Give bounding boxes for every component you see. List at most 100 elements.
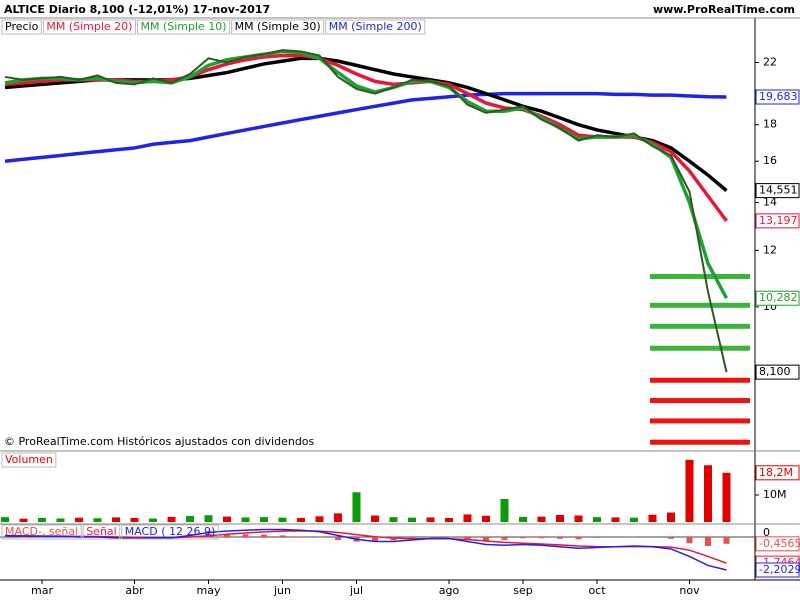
histogram-bar xyxy=(261,535,267,537)
histogram-bar xyxy=(687,537,693,543)
volume-bar xyxy=(205,515,213,522)
histogram-bar xyxy=(594,537,600,538)
volume-bar xyxy=(408,518,416,522)
histogram-bar xyxy=(483,537,489,540)
volume-bar xyxy=(445,518,453,522)
end-label: 13,197 xyxy=(759,214,798,227)
x-tick-label: may xyxy=(197,584,221,597)
volume-bar xyxy=(1,517,9,522)
y-tick-label: 18 xyxy=(763,118,777,131)
volume-bar xyxy=(704,465,712,522)
volume-bar xyxy=(649,515,657,522)
volume-bar xyxy=(38,518,46,522)
volume-bar xyxy=(75,518,83,522)
x-tick-label: jul xyxy=(349,584,363,597)
histogram-bar xyxy=(724,537,730,544)
end-label: -0,4565 xyxy=(759,537,800,550)
histogram-bar xyxy=(243,534,249,537)
volume-bar xyxy=(686,460,694,522)
volume-bar xyxy=(131,518,139,522)
histogram-bar xyxy=(298,536,304,537)
y-tick-label: 10M xyxy=(763,488,787,501)
x-tick-label: jun xyxy=(273,584,291,597)
volume-bar xyxy=(186,516,194,522)
legend-entry: Señal xyxy=(86,525,117,538)
level-line xyxy=(650,440,750,445)
end-label: -2,2029 xyxy=(759,563,800,576)
volume-bar xyxy=(723,473,731,522)
volume-bar xyxy=(390,517,398,522)
histogram-bar xyxy=(520,537,526,538)
volume-bar xyxy=(94,518,102,522)
level-line xyxy=(650,398,750,403)
histogram-bar xyxy=(335,537,341,540)
legend-entry: MM (Simple 10) xyxy=(140,20,226,33)
level-line xyxy=(650,303,750,308)
histogram-bar xyxy=(557,537,563,539)
histogram-bar xyxy=(539,537,545,538)
volume-bar xyxy=(168,517,176,522)
volume-bar xyxy=(519,517,527,522)
volume-bar xyxy=(334,513,342,522)
x-tick-label: oct xyxy=(588,584,606,597)
histogram-bar xyxy=(280,535,286,537)
level-line xyxy=(650,324,750,329)
y-tick-label: 16 xyxy=(763,154,777,167)
x-tick-label: mar xyxy=(31,584,53,597)
volume-bar xyxy=(593,517,601,522)
legend-entry: MACD ( 12 26 9) xyxy=(125,525,216,538)
volume-bar xyxy=(501,499,509,522)
legend-entry: MM (Simple 30) xyxy=(235,20,321,33)
volume-bar xyxy=(260,517,268,522)
histogram-bar xyxy=(317,537,323,538)
volume-bar xyxy=(316,516,324,522)
level-line xyxy=(650,418,750,423)
histogram-bar xyxy=(502,537,508,540)
x-tick-label: ago xyxy=(439,584,460,597)
end-label: 14,551 xyxy=(759,184,798,197)
legend-entry: MM (Simple 20) xyxy=(46,20,132,33)
y-tick-label: 12 xyxy=(763,243,777,256)
volume-bar xyxy=(538,517,546,522)
volume-bar xyxy=(667,513,675,522)
volume-bar xyxy=(297,518,305,522)
volume-bar xyxy=(112,517,120,522)
histogram-bar xyxy=(705,537,711,546)
volume-bar xyxy=(242,517,250,522)
x-tick-label: nov xyxy=(679,584,700,597)
volume-bar xyxy=(427,517,435,522)
legend-entry: MM (Simple 200) xyxy=(329,20,422,33)
volume-bar xyxy=(575,516,583,522)
end-label: 19,683 xyxy=(759,90,798,103)
volume-bar xyxy=(482,516,490,522)
x-tick-label: abr xyxy=(125,584,144,597)
x-tick-label: sep xyxy=(513,584,532,597)
volume-bar xyxy=(612,517,620,522)
volume-bar xyxy=(149,518,157,522)
legend-entry: Precio xyxy=(5,20,39,33)
volume-bar xyxy=(353,492,361,522)
volume-bar xyxy=(20,519,28,522)
volume-bar xyxy=(279,518,287,522)
histogram-bar xyxy=(576,537,582,539)
level-line xyxy=(650,346,750,351)
end-label: 18,2M xyxy=(759,466,793,479)
y-tick-label: 22 xyxy=(763,56,777,69)
header-site: www.ProRealTime.com xyxy=(653,3,795,16)
level-line xyxy=(650,378,750,383)
watermark: © ProRealTime.com Históricos ajustados c… xyxy=(4,435,315,448)
histogram-bar xyxy=(631,536,637,537)
volume-bar xyxy=(464,514,472,522)
end-label: 8,100 xyxy=(759,365,791,378)
volume-bar xyxy=(371,516,379,522)
volume-bar xyxy=(556,515,564,522)
histogram-bar xyxy=(668,537,674,539)
volume-bar xyxy=(630,518,638,522)
level-line xyxy=(650,274,750,279)
volume-bar xyxy=(57,518,65,522)
end-label: 10,282 xyxy=(759,291,798,304)
legend-entry: MACD-, señal xyxy=(5,525,78,538)
header-title: ALTICE Diario 8,100 (-12,01%) 17-nov-201… xyxy=(4,3,270,16)
volume-bar xyxy=(223,517,231,522)
